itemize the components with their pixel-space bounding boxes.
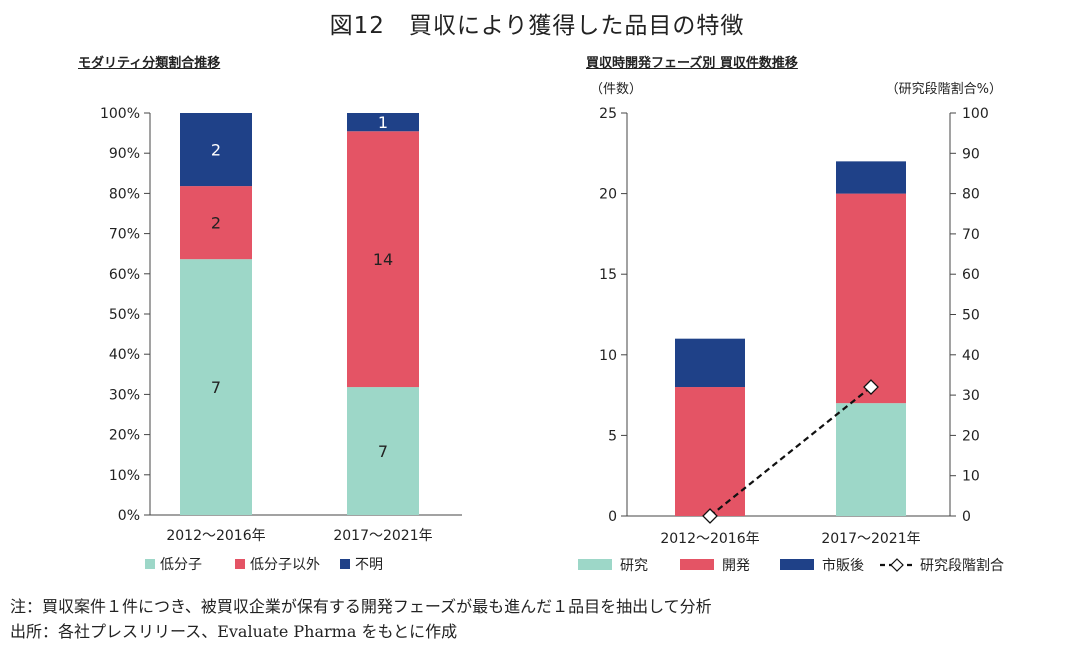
left-chart-subtitle: モダリティ分類割合推移: [78, 56, 221, 71]
right-x-tick-label: 2012～2016年: [660, 531, 759, 547]
left-y-tick-label: 100%: [100, 106, 140, 122]
left-y-tick-label: 70%: [109, 227, 140, 243]
left-bar-segment: [180, 259, 252, 515]
left-bar-segment: [180, 113, 252, 187]
left-bar-segment: [347, 387, 419, 515]
right-y2-tick-label: 50: [962, 308, 980, 324]
right-y2-tick-label: 60: [962, 267, 980, 283]
right-y2-tick-label: 0: [962, 509, 971, 525]
left-legend-swatch: [235, 559, 245, 569]
right-y2-tick-label: 90: [962, 146, 980, 162]
left-legend-label: 不明: [355, 557, 383, 573]
right-bar-segment: [675, 387, 745, 516]
right-bar-segment: [836, 193, 906, 404]
figure-title: 図12 買収により獲得した品目の特徴: [329, 13, 745, 39]
right-y2-tick-label: 30: [962, 388, 980, 404]
right-y2-tick-label: 40: [962, 348, 980, 364]
footnote: 注：買収案件１件につき、被買収企業が保有する開発フェーズが最も進んだ１品目を抽出…: [10, 597, 712, 616]
left-bar-segment: [347, 131, 419, 388]
right-y-tick-label: 20: [599, 187, 617, 203]
left-x-tick-label: 2012～2016年: [166, 528, 265, 544]
right-legend-swatch: [578, 559, 612, 570]
right-x-tick-label: 2017～2021年: [821, 531, 920, 547]
right-y-tick-label: 25: [599, 106, 617, 122]
left-bar-segment: [180, 186, 252, 260]
right-y2-axis-title: （研究段階割合%）: [886, 81, 1002, 97]
left-y-tick-label: 30%: [109, 387, 140, 403]
left-bar-data-label: 14: [373, 250, 393, 269]
left-bar-data-label: 1: [378, 113, 388, 132]
right-bar-segment: [836, 161, 906, 194]
right-y-axis-title: （件数）: [590, 82, 642, 97]
left-y-tick-label: 20%: [109, 428, 140, 444]
right-y2-tick-label: 100: [962, 106, 989, 122]
right-legend-label: 研究段階割合: [920, 557, 1004, 574]
research-ratio-marker: [863, 379, 879, 395]
right-legend-swatch: [780, 559, 814, 570]
left-legend-swatch: [340, 559, 350, 569]
right-y2-tick-label: 10: [962, 469, 980, 485]
left-bar-data-label: 7: [211, 378, 221, 397]
research-ratio-marker: [702, 508, 718, 524]
right-legend-label: 研究: [620, 558, 648, 574]
left-y-tick-label: 90%: [109, 146, 140, 162]
right-y2-tick-label: 70: [962, 227, 980, 243]
left-bar-data-label: 2: [211, 214, 221, 233]
right-y-tick-label: 5: [608, 428, 617, 444]
right-y-tick-label: 10: [599, 348, 617, 364]
left-legend-swatch: [145, 559, 155, 569]
right-y2-tick-label: 20: [962, 428, 980, 444]
research-ratio-line: [709, 386, 872, 517]
left-legend-label: 低分子: [160, 557, 202, 573]
left-y-tick-label: 60%: [109, 267, 140, 283]
left-y-tick-label: 0%: [118, 508, 140, 524]
right-y2-tick-label: 80: [962, 187, 980, 203]
right-y-tick-label: 15: [599, 267, 617, 283]
left-y-tick-label: 50%: [109, 307, 140, 323]
right-legend-label: 市販後: [822, 557, 864, 574]
source-note: 出所：各社プレスリリース、Evaluate Pharma をもとに作成: [10, 622, 458, 641]
left-y-tick-label: 40%: [109, 347, 140, 363]
right-legend-swatch: [680, 559, 714, 570]
right-legend-label: 開発: [722, 558, 750, 574]
left-bar-data-label: 2: [211, 141, 221, 160]
left-y-tick-label: 10%: [109, 468, 140, 484]
right-legend-marker-swatch: [890, 558, 904, 572]
left-y-tick-label: 80%: [109, 186, 140, 202]
left-bar-segment: [347, 113, 419, 132]
right-chart-subtitle: 買収時開発フェーズ別 買収件数推移: [586, 56, 798, 71]
right-y-tick-label: 0: [608, 509, 617, 525]
left-legend-label: 低分子以外: [250, 557, 320, 573]
left-x-tick-label: 2017～2021年: [333, 528, 432, 544]
right-bar-segment: [675, 338, 745, 388]
right-bar-segment: [836, 403, 906, 516]
left-bar-data-label: 7: [378, 442, 388, 461]
